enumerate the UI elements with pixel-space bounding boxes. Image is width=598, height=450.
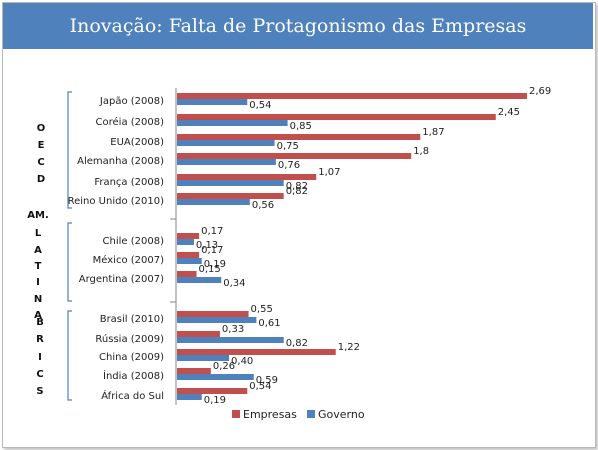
category-label: Índia (2008) bbox=[103, 369, 164, 382]
group-letter: R bbox=[36, 334, 44, 345]
bar-governo bbox=[177, 374, 254, 380]
data-label-governo: 0,82 bbox=[286, 181, 308, 192]
group-bracket bbox=[67, 91, 72, 209]
category-label: México (2007) bbox=[93, 254, 164, 266]
data-label-governo: 0,40 bbox=[231, 356, 253, 367]
data-label-empresas: 0,55 bbox=[251, 304, 273, 315]
data-label-empresas: 0,26 bbox=[213, 361, 235, 372]
group-letter: O bbox=[37, 123, 46, 134]
group-bracket bbox=[67, 222, 72, 302]
group-letter: N bbox=[34, 294, 42, 305]
category-label: Japão (2008) bbox=[99, 96, 164, 107]
group-letter: A bbox=[34, 245, 42, 256]
bar-governo bbox=[177, 140, 275, 146]
bar-governo bbox=[177, 199, 250, 205]
data-label-governo: 0,19 bbox=[204, 395, 226, 406]
bar-empresas bbox=[177, 368, 211, 374]
group-bracket bbox=[67, 310, 72, 401]
group-letter: S bbox=[36, 386, 43, 397]
category-label: Chile (2008) bbox=[103, 236, 165, 247]
category-label: EUA(2008) bbox=[110, 137, 164, 148]
data-label-governo: 0,54 bbox=[249, 100, 271, 111]
group-letter: C bbox=[37, 157, 44, 168]
bar-governo bbox=[177, 159, 276, 165]
bar-empresas bbox=[177, 193, 284, 199]
data-label-governo: 0,13 bbox=[196, 240, 218, 251]
legend-label-empresas: Empresas bbox=[243, 408, 297, 421]
bar-governo bbox=[177, 337, 284, 343]
bar-empresas bbox=[177, 252, 200, 258]
data-label-governo: 0,61 bbox=[258, 318, 280, 329]
group-letter: L bbox=[35, 228, 42, 239]
bar-governo bbox=[177, 120, 288, 126]
group-letter: A bbox=[34, 310, 42, 321]
bar-empresas bbox=[177, 93, 527, 99]
group-letter: AM. bbox=[27, 210, 49, 221]
category-label: Rússia (2009) bbox=[95, 333, 164, 345]
bar-governo bbox=[177, 258, 202, 264]
slide-title: Inovação: Falta de Protagonismo das Empr… bbox=[3, 3, 593, 49]
bar-governo bbox=[177, 99, 248, 105]
data-label-empresas: 1,8 bbox=[413, 146, 429, 157]
category-label: Argentina (2007) bbox=[79, 274, 164, 285]
bar-empresas bbox=[177, 153, 412, 159]
data-label-governo: 0,56 bbox=[252, 200, 274, 211]
bar-empresas bbox=[177, 271, 197, 277]
data-label-empresas: 0,54 bbox=[249, 381, 271, 392]
data-label-empresas: 1,22 bbox=[338, 342, 360, 353]
category-label: Brasil (2010) bbox=[100, 314, 164, 325]
bar-empresas bbox=[177, 311, 249, 317]
data-label-empresas: 0,15 bbox=[199, 264, 221, 275]
category-label: África do Sul bbox=[101, 389, 164, 402]
category-label: China (2009) bbox=[99, 352, 164, 363]
bar-empresas bbox=[177, 134, 421, 140]
group-letter: E bbox=[38, 140, 45, 151]
data-label-empresas: 2,45 bbox=[498, 107, 520, 118]
data-label-governo: 0,34 bbox=[223, 278, 245, 289]
category-label: Coréia (2008) bbox=[96, 116, 165, 128]
data-label-empresas: 0,17 bbox=[201, 245, 223, 256]
data-label-governo: 0,59 bbox=[256, 375, 278, 386]
data-label-governo: 0,19 bbox=[204, 259, 226, 270]
bar-empresas bbox=[177, 174, 317, 180]
data-label-empresas: 0,33 bbox=[222, 324, 244, 335]
bar-empresas bbox=[177, 349, 336, 355]
bar-governo bbox=[177, 317, 257, 323]
group-letter: T bbox=[35, 261, 42, 272]
legend-label-governo: Governo bbox=[318, 408, 365, 421]
data-label-governo: 0,75 bbox=[277, 141, 299, 152]
bar-empresas bbox=[177, 114, 496, 120]
group-letter: I bbox=[38, 352, 42, 363]
bar-empresas bbox=[177, 233, 200, 239]
data-label-governo: 0,85 bbox=[290, 121, 312, 132]
bar-governo bbox=[177, 277, 222, 283]
bar-empresas bbox=[177, 388, 248, 394]
bar-governo bbox=[177, 355, 230, 361]
group-letter: I bbox=[36, 277, 40, 288]
group-letter: C bbox=[36, 369, 43, 380]
bar-governo bbox=[177, 180, 284, 186]
data-label-empresas: 0,82 bbox=[286, 186, 308, 197]
bar-governo bbox=[177, 394, 202, 400]
bar-empresas bbox=[177, 331, 220, 337]
legend-swatch-governo bbox=[307, 410, 315, 418]
data-label-governo: 0,82 bbox=[286, 338, 308, 349]
group-letter: B bbox=[36, 317, 44, 328]
data-label-empresas: 1,87 bbox=[422, 127, 444, 138]
category-label: França (2008) bbox=[94, 177, 164, 188]
data-label-empresas: 2,69 bbox=[529, 86, 551, 97]
group-letter: D bbox=[37, 174, 45, 185]
legend-swatch-empresas bbox=[232, 410, 240, 418]
bar-governo bbox=[177, 239, 194, 245]
data-label-governo: 0,76 bbox=[278, 160, 300, 171]
data-label-empresas: 1,07 bbox=[318, 167, 340, 178]
category-label: Alemanha (2008) bbox=[77, 156, 164, 167]
data-label-empresas: 0,17 bbox=[201, 226, 223, 237]
category-label: Reino Unido (2010) bbox=[68, 196, 164, 207]
